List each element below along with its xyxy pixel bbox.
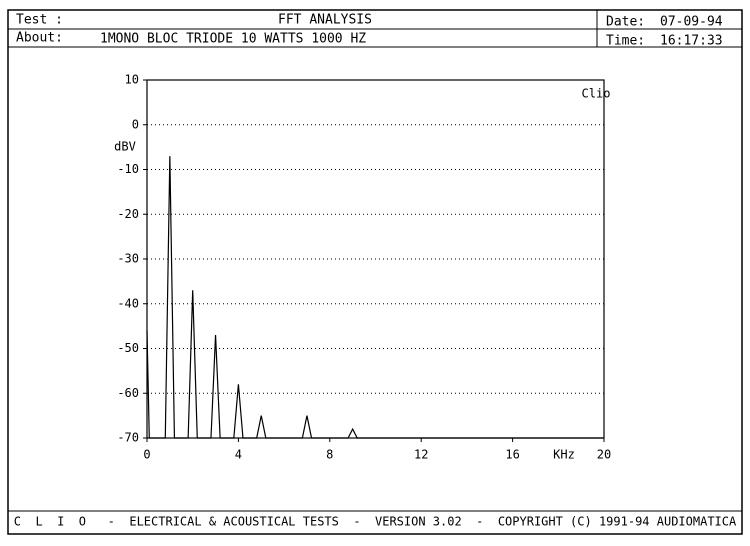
time-value: 16:17:33 (660, 34, 723, 49)
date-label: Date: (606, 15, 645, 30)
date-value: 07-09-94 (660, 15, 723, 30)
x-tick-label: 12 (414, 448, 428, 462)
y-tick-label: 0 (132, 117, 139, 131)
x-tick-label: 4 (235, 448, 242, 462)
spectrum-line (146, 156, 604, 439)
y-tick-label: -10 (117, 162, 139, 176)
about-label: About: (16, 31, 63, 46)
y-tick-label: -50 (117, 341, 139, 355)
y-tick-label: -40 (117, 296, 139, 310)
annotation: Clio (582, 87, 611, 101)
y-tick-label: -20 (117, 207, 139, 221)
chart-title: FFT ANALYSIS (278, 13, 372, 28)
test-label: Test : (16, 13, 63, 28)
y-tick-label: 10 (125, 73, 139, 87)
footer-text: C L I O - ELECTRICAL & ACOUSTICAL TESTS … (14, 515, 737, 529)
x-axis-label: KHz (553, 448, 575, 462)
x-tick-label: 20 (597, 448, 611, 462)
time-label: Time: (606, 34, 645, 49)
y-axis-label: dBV (114, 140, 136, 154)
about-text: 1MONO BLOC TRIODE 10 WATTS 1000 HZ (100, 32, 366, 47)
x-tick-label: 16 (505, 448, 519, 462)
page-frame (7, 9, 743, 535)
x-tick-label: 0 (143, 448, 150, 462)
y-tick-label: -70 (117, 431, 139, 445)
y-tick-label: -30 (117, 252, 139, 266)
y-tick-label: -60 (117, 386, 139, 400)
x-tick-label: 8 (326, 448, 333, 462)
